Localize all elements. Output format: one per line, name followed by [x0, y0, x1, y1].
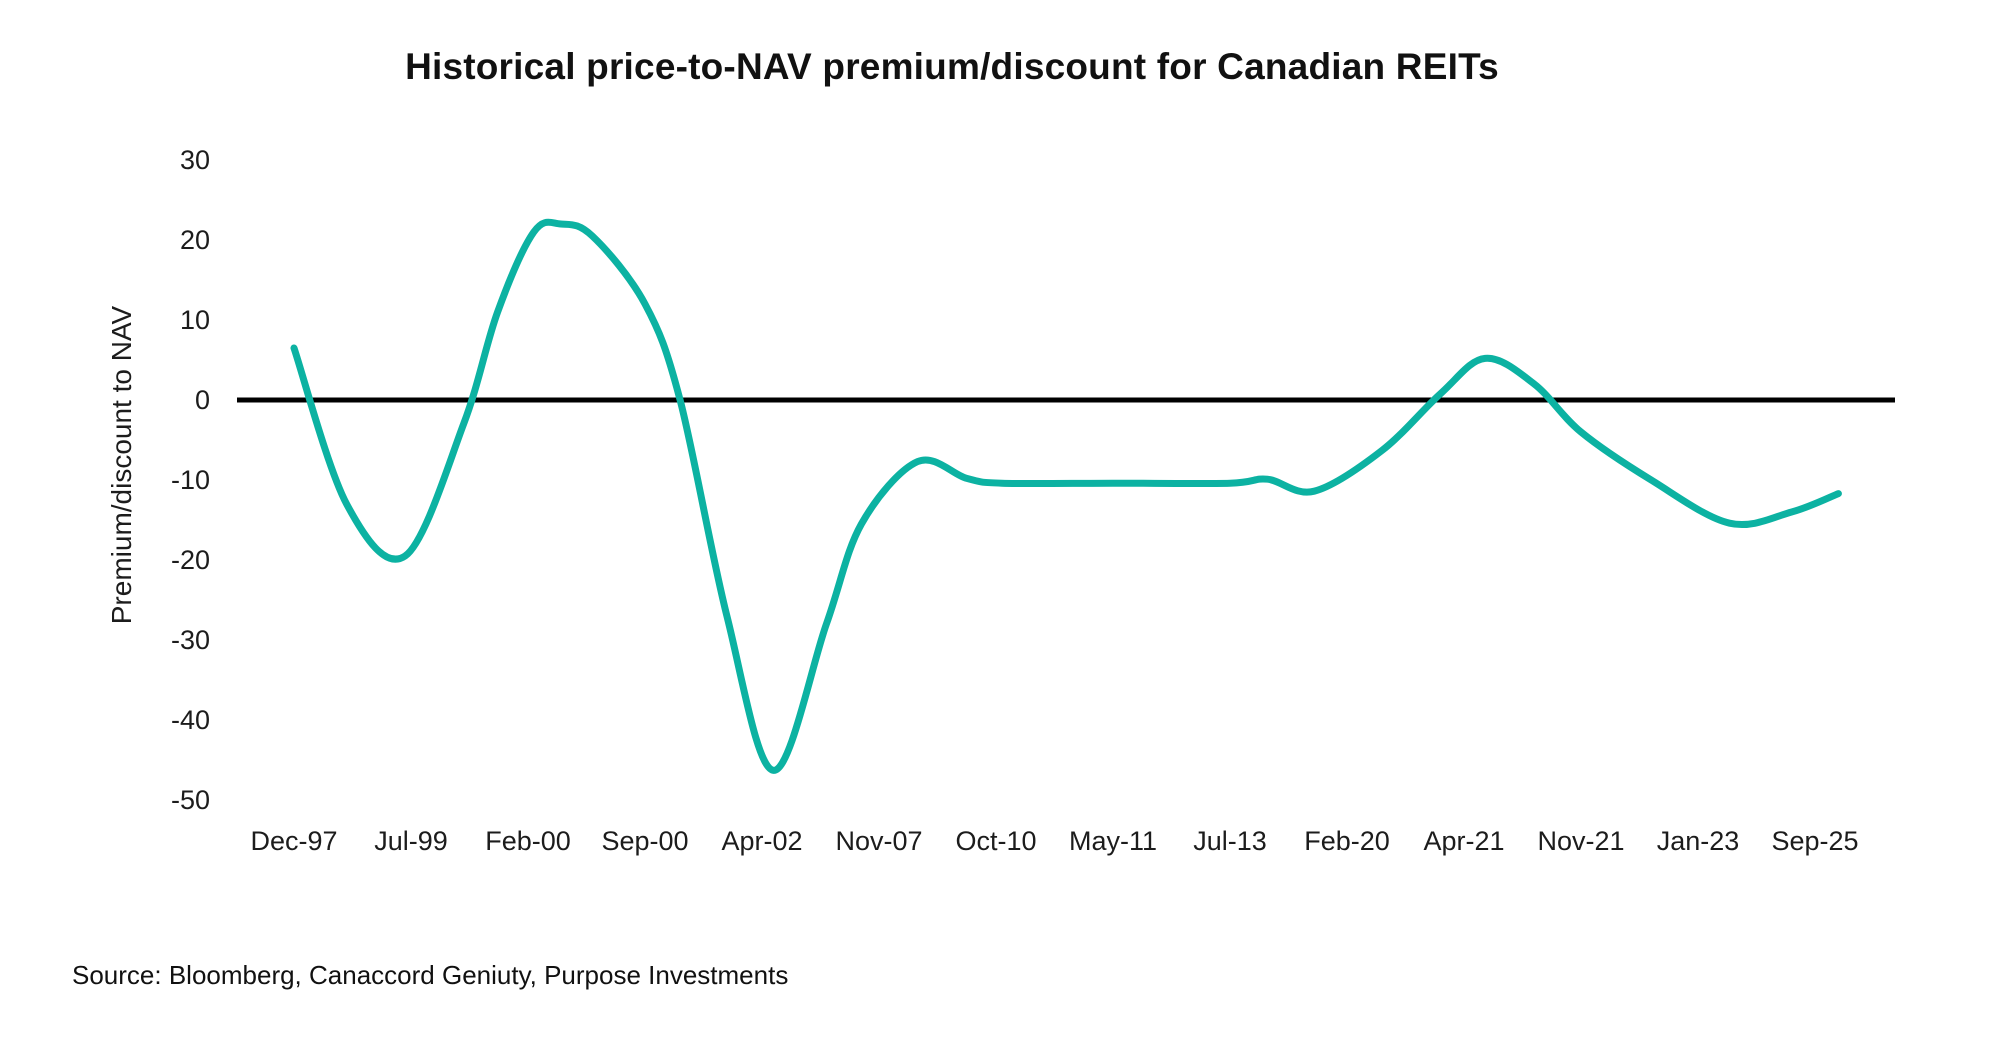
x-tick-label: Feb-20	[1304, 826, 1390, 856]
x-tick-label: May-11	[1068, 826, 1158, 856]
x-tick-label: Jul-13	[1193, 826, 1267, 856]
y-tick-label: -30	[170, 625, 210, 655]
y-tick-label: -10	[170, 465, 210, 495]
x-tick-label: Nov-07	[835, 826, 923, 856]
y-tick-label: 30	[179, 145, 210, 175]
y-tick-label: 0	[194, 385, 210, 415]
x-tick-label: Sep-00	[601, 826, 689, 856]
x-tick-label: Feb-00	[485, 826, 571, 856]
x-tick-label: Jul-99	[374, 826, 448, 856]
x-tick-label: Nov-21	[1537, 826, 1625, 856]
x-tick-label: Sep-25	[1771, 826, 1859, 856]
y-tick-label: 20	[179, 225, 210, 255]
source-note: Source: Bloomberg, Canaccord Geniuty, Pu…	[72, 960, 789, 990]
nav-premium-line	[290, 218, 1842, 774]
x-tick-label: Apr-21	[1423, 826, 1505, 856]
x-tick-label: Jan-23	[1656, 826, 1740, 856]
x-tick-label: Oct-10	[955, 826, 1037, 856]
chart-title: Historical price-to-NAV premium/discount…	[405, 46, 1499, 87]
y-tick-label: -50	[170, 785, 210, 815]
x-tick-label: Dec-97	[250, 826, 338, 856]
y-tick-label: 10	[179, 305, 210, 335]
x-tick-label: Apr-02	[721, 826, 803, 856]
y-tick-label: -40	[170, 705, 210, 735]
y-tick-label: -20	[170, 545, 210, 575]
